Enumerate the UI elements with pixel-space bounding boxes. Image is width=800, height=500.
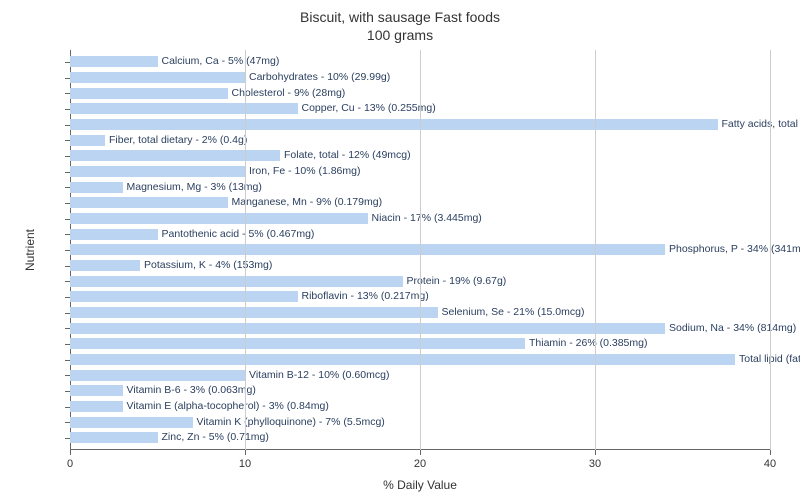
bar-label: Vitamin K (phylloquinone) - 7% (5.5mcg): [193, 416, 385, 429]
bar: [70, 88, 228, 99]
y-tick: [65, 125, 70, 126]
y-tick: [65, 266, 70, 267]
y-tick: [65, 360, 70, 361]
bar-label: Iron, Fe - 10% (1.86mg): [245, 165, 360, 178]
y-tick: [65, 78, 70, 79]
bar-label: Niacin - 17% (3.445mg): [368, 212, 482, 225]
gridline: [595, 50, 596, 450]
bar-label: Calcium, Ca - 5% (47mg): [158, 55, 280, 68]
x-tick-label: 0: [67, 458, 73, 470]
y-tick: [65, 281, 70, 282]
bar: [70, 323, 665, 334]
x-tick: [245, 450, 246, 455]
x-tick-label: 40: [764, 458, 776, 470]
y-tick: [65, 140, 70, 141]
gridline: [420, 50, 421, 450]
y-tick: [65, 203, 70, 204]
y-tick: [65, 313, 70, 314]
bar-label: Carbohydrates - 10% (29.99g): [245, 71, 390, 84]
y-tick: [65, 407, 70, 408]
bar-label: Zinc, Zn - 5% (0.71mg): [158, 431, 269, 444]
y-tick: [65, 187, 70, 188]
bar-label: Protein - 19% (9.67g): [403, 275, 507, 288]
bar: [70, 417, 193, 428]
x-tick: [420, 450, 421, 455]
bar-label: Phosphorus, P - 34% (341mg): [665, 243, 800, 256]
x-tick-label: 30: [589, 458, 601, 470]
plot-area: Calcium, Ca - 5% (47mg) Carbohydrates - 1…: [70, 50, 770, 450]
title-line1: Biscuit, with sausage Fast foods: [300, 9, 500, 25]
bar-label: Potassium, K - 4% (153mg): [140, 259, 272, 272]
bar: [70, 182, 123, 193]
gridline: [770, 50, 771, 450]
bar: [70, 72, 245, 83]
bar: [70, 150, 280, 161]
bar-label: Thiamin - 26% (0.385mg): [525, 337, 647, 350]
y-tick: [65, 109, 70, 110]
bar-label: Sodium, Na - 34% (814mg): [665, 322, 796, 335]
x-tick: [770, 450, 771, 455]
bar-label: Riboflavin - 13% (0.217mg): [298, 290, 429, 303]
y-tick: [65, 391, 70, 392]
bar: [70, 229, 158, 240]
bar-label: Selenium, Se - 21% (15.0mcg): [438, 306, 585, 319]
bar: [70, 432, 158, 443]
bar-label: Total lipid (fat) - 38% (24.42g): [735, 353, 800, 366]
bar-label: Pantothenic acid - 5% (0.467mg): [158, 228, 315, 241]
y-axis-label: Nutrient: [23, 229, 37, 271]
bar: [70, 244, 665, 255]
bar: [70, 385, 123, 396]
chart-title: Biscuit, with sausage Fast foods 100 gra…: [0, 8, 800, 44]
y-tick: [65, 93, 70, 94]
bar: [70, 103, 298, 114]
y-tick: [65, 62, 70, 63]
bar: [70, 307, 438, 318]
x-tick-label: 20: [414, 458, 426, 470]
x-tick-label: 10: [239, 458, 251, 470]
y-tick: [65, 234, 70, 235]
bar: [70, 197, 228, 208]
bar: [70, 401, 123, 412]
bar: [70, 213, 368, 224]
bar-label: Vitamin B-12 - 10% (0.60mcg): [245, 369, 389, 382]
bar: [70, 56, 158, 67]
y-tick: [65, 328, 70, 329]
bar: [70, 276, 403, 287]
bar-label: Magnesium, Mg - 3% (13mg): [123, 181, 262, 194]
bar: [70, 166, 245, 177]
bar-label: Fatty acids, total saturated - 37% (7.42…: [718, 118, 800, 131]
bar-label: Folate, total - 12% (49mcg): [280, 149, 411, 162]
y-tick: [65, 172, 70, 173]
bar-label: Vitamin B-6 - 3% (0.063mg): [123, 384, 256, 397]
y-tick: [65, 375, 70, 376]
x-tick: [70, 450, 71, 455]
bar: [70, 135, 105, 146]
y-tick: [65, 344, 70, 345]
bar: [70, 338, 525, 349]
bar: [70, 370, 245, 381]
bar: [70, 119, 718, 130]
y-tick: [65, 156, 70, 157]
title-line2: 100 grams: [367, 27, 433, 43]
gridline: [245, 50, 246, 450]
y-tick: [65, 422, 70, 423]
y-tick: [65, 250, 70, 251]
bar-label: Copper, Cu - 13% (0.255mg): [298, 102, 436, 115]
y-tick: [65, 219, 70, 220]
bar: [70, 260, 140, 271]
bar-label: Fiber, total dietary - 2% (0.4g): [105, 134, 247, 147]
x-tick: [595, 450, 596, 455]
nutrient-chart: Biscuit, with sausage Fast foods 100 gra…: [0, 0, 800, 500]
bar-label: Vitamin E (alpha-tocopherol) - 3% (0.84m…: [123, 400, 329, 413]
bar-label: Manganese, Mn - 9% (0.179mg): [228, 196, 383, 209]
bar: [70, 291, 298, 302]
y-tick: [65, 297, 70, 298]
y-tick: [65, 438, 70, 439]
bar: [70, 354, 735, 365]
x-axis-label: % Daily Value: [383, 478, 457, 492]
